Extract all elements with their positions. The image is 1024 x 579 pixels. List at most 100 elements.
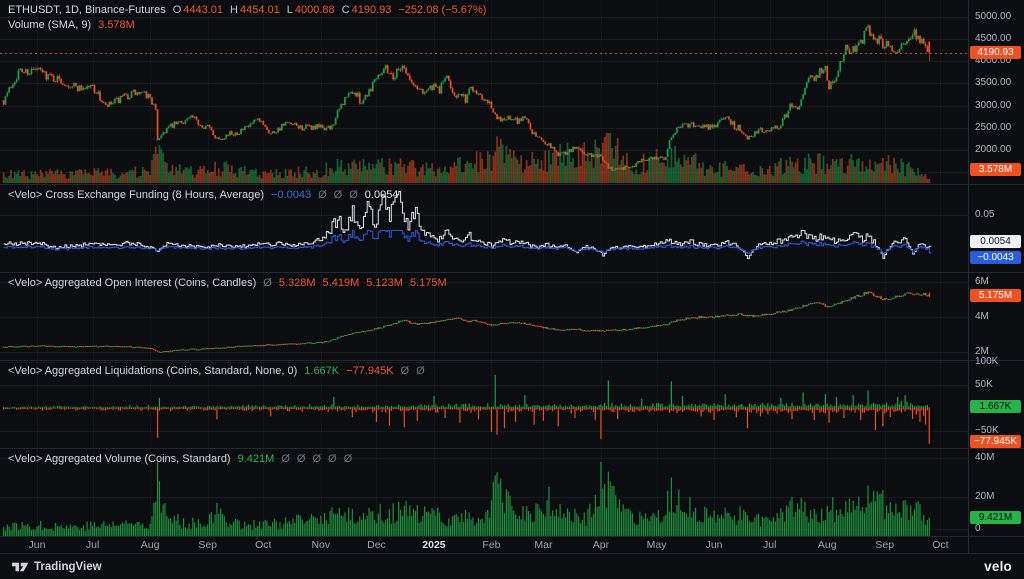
time-axis-label: Feb	[482, 539, 501, 551]
y-axis-tick: 2M	[975, 346, 989, 357]
time-axis-label: May	[646, 539, 667, 551]
y-axis-tick: 5000.00	[975, 11, 1012, 22]
y-axis-tick: 100K	[975, 355, 999, 367]
y-axis-tick: 20M	[975, 490, 995, 502]
open-interest-legend-title[interactable]: <Velo> Aggregated Open Interest (Coins, …	[8, 277, 257, 289]
agg-volume-legend-values: 9.421M Ø Ø Ø Ø Ø	[231, 453, 353, 465]
volume-study-legend[interactable]: Volume (SMA, 9) 3.578M	[8, 19, 135, 31]
y-axis-tick: 3000.00	[975, 99, 1012, 111]
legend-value: Ø	[400, 365, 410, 377]
y-axis-tick: 50K	[975, 378, 993, 390]
legend-value: Ø	[416, 365, 425, 377]
legend-value: Ø	[281, 453, 290, 465]
time-axis-label: Apr	[592, 539, 610, 551]
time-axis-label: Mar	[534, 539, 553, 551]
funding-legend-title[interactable]: <Velo> Cross Exchange Funding (8 Hours, …	[8, 189, 265, 201]
y-axis-tick: 4M	[975, 310, 989, 322]
pane-divider[interactable]	[0, 272, 1024, 273]
liquidations-legend-title[interactable]: <Velo> Aggregated Liquidations (Coins, S…	[8, 365, 298, 377]
y-axis-tick: 0	[975, 523, 981, 534]
velo-logo: velo	[984, 559, 1012, 574]
axis-value-badge: −0.0043	[970, 251, 1021, 265]
legend-value: Ø	[296, 453, 306, 465]
y-axis-tick: 6M	[975, 275, 989, 287]
volume-legend-title[interactable]: Volume (SMA, 9)	[8, 19, 92, 31]
legend-value: 3.578M	[98, 19, 135, 31]
legend-value: H	[230, 4, 238, 16]
legend-value: O	[172, 4, 182, 16]
legend-value: −252.08 (−5.67%)	[398, 4, 487, 16]
funding-legend[interactable]: <Velo> Cross Exchange Funding (8 Hours, …	[8, 189, 398, 201]
axis-value-badge: 1.667K	[970, 400, 1021, 414]
liquidations-legend[interactable]: <Velo> Aggregated Liquidations (Coins, S…	[8, 365, 425, 377]
tradingview-mark-icon	[12, 562, 29, 571]
attribution-bar: TradingView velo	[0, 553, 1024, 579]
funding-pane-canvas[interactable]	[0, 184, 968, 272]
time-axis-label: Aug	[140, 539, 160, 551]
agg-volume-pane-canvas[interactable]	[0, 448, 968, 536]
legend-value: 5.328M	[278, 277, 316, 289]
time-axis-label: Sep	[198, 539, 217, 551]
legend-value: 1.667K	[304, 365, 340, 377]
symbol-legend[interactable]: ETHUSDT, 1D, Binance-Futures O 4443.01 H 445…	[8, 4, 486, 16]
y-axis-tick: 0.05	[975, 209, 995, 220]
time-axis-label: 2025	[422, 539, 446, 551]
legend-value: Ø	[318, 189, 327, 201]
legend-value: 5.419M	[322, 277, 360, 289]
legend-value: 5.123M	[366, 277, 403, 289]
time-axis-divider	[0, 536, 1024, 537]
legend-value: Ø	[263, 277, 272, 289]
agg-volume-legend-title[interactable]: <Velo> Aggregated Volume (Coins, Standar…	[8, 453, 231, 465]
legend-value: 9.421M	[237, 453, 275, 465]
pane-divider[interactable]	[0, 184, 1024, 185]
axis-value-badge: −77.945K	[970, 434, 1021, 448]
symbol-legend-title[interactable]: ETHUSDT, 1D, Binance-Futures	[8, 4, 166, 16]
liquidations-legend-values: 1.667K −77.945K Ø Ø	[297, 365, 424, 377]
axis-value-badge: 4190.93	[970, 45, 1021, 59]
open-interest-pane-canvas[interactable]	[0, 272, 968, 360]
legend-value: Ø	[333, 189, 343, 201]
legend-value: 5.175M	[409, 277, 447, 289]
tradingview-logo[interactable]: TradingView	[12, 561, 102, 573]
axis-value-badge: 3.578M	[970, 163, 1021, 176]
pane-divider[interactable]	[0, 360, 1024, 361]
time-axis-label: Jul	[763, 539, 777, 551]
liquidations-pane-canvas[interactable]	[0, 360, 968, 448]
legend-value: 4454.01	[240, 4, 280, 16]
volume-legend-values: 3.578M	[91, 19, 135, 31]
legend-value: Ø	[312, 453, 321, 465]
tradingview-label: TradingView	[34, 560, 102, 573]
price-pane-canvas[interactable]	[0, 0, 968, 184]
open-interest-legend[interactable]: <Velo> Aggregated Open Interest (Coins, …	[8, 277, 447, 289]
y-axis-tick: 40M	[975, 451, 995, 463]
legend-value: Ø	[328, 453, 337, 465]
legend-value: L	[286, 4, 293, 16]
axis-value-badge: 0.0054	[970, 235, 1021, 249]
velo-label: velo	[984, 559, 1012, 574]
time-axis-label: Dec	[367, 539, 386, 551]
last-price-dotted-line	[0, 53, 968, 54]
time-axis-label: Jul	[85, 539, 100, 551]
time-axis-label: Nov	[311, 539, 331, 551]
time-axis[interactable]: Jun Jul Aug Sep Oct Nov Dec 2025 Feb Mar Apr May Jun…	[0, 536, 968, 553]
time-axis-label: Sep	[875, 539, 895, 551]
pane-divider[interactable]	[0, 448, 1024, 449]
y-axis-tick: 2500.00	[975, 121, 1012, 133]
legend-value: C	[341, 4, 350, 16]
y-axis-tick: 4500.00	[975, 33, 1012, 45]
agg-volume-legend[interactable]: <Velo> Aggregated Volume (Coins, Standar…	[8, 453, 352, 465]
legend-value: −0.0043	[271, 189, 312, 201]
symbol-legend-values: O 4443.01 H 4454.01 L 4000.88 C 4190.93 −252.08 …	[166, 4, 487, 16]
legend-value: Ø	[343, 453, 353, 465]
legend-value: −77.945K	[346, 365, 394, 377]
y-axis-tick: 3500.00	[975, 77, 1012, 89]
price-scale-column[interactable]: 5000.00 4500.00 4000.00 3500.00 3000.00 2500.…	[968, 0, 1024, 553]
time-axis-label: Jun	[28, 539, 46, 551]
funding-legend-values: −0.0043 Ø Ø Ø 0.0054	[264, 189, 398, 201]
axis-value-badge: 5.175M	[970, 289, 1021, 303]
axis-value-badge: 9.421M	[970, 510, 1021, 524]
time-axis-label: Oct	[255, 539, 272, 551]
legend-value: 0.0054	[364, 189, 399, 201]
y-axis-tick: 4000.00	[975, 55, 1012, 67]
